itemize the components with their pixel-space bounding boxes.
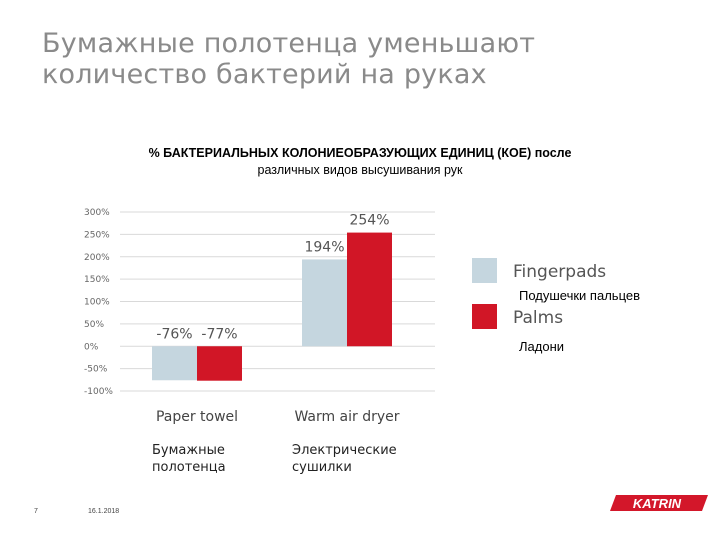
category-ru-line-1: Электрические [292, 443, 397, 458]
katrin-logo: KATRIN [610, 495, 708, 511]
y-tick-label: 50% [84, 320, 104, 330]
data-label: 254% [349, 213, 389, 229]
category-label: Paper towel [156, 409, 238, 425]
slide-title-line-2: количество бактерий на руках [42, 59, 487, 90]
chart-title: % БАКТЕРИАЛЬНЫХ КОЛОНИЕОБРАЗУЮЩИХ ЕДИНИЦ… [100, 145, 620, 179]
logo-text: KATRIN [633, 496, 682, 511]
legend-label-fingerpads-ru: Подушечки пальцев [519, 288, 640, 303]
bar-fingerpads-1 [302, 259, 347, 347]
category-ru-line-2: сушилки [292, 460, 352, 475]
y-tick-label: 150% [84, 275, 110, 285]
bar-palms-0 [197, 346, 242, 381]
slide-title: Бумажные полотенца уменьшают количество … [42, 28, 662, 90]
y-tick-label: 250% [84, 230, 110, 240]
legend-label-palms: Palms [513, 308, 563, 328]
y-tick-label: 200% [84, 253, 110, 263]
legend-label-palms-ru: Ладони [519, 339, 565, 354]
y-tick-label: -100% [84, 387, 113, 397]
legend-swatch-palms [472, 304, 497, 329]
page-number: 7 [34, 508, 38, 515]
data-label: 194% [304, 239, 344, 255]
category-ru-line-1: Бумажные [152, 443, 225, 458]
y-tick-label: 0% [84, 342, 99, 352]
y-tick-label: 300% [84, 208, 110, 218]
category-label-air-dryer-ru: Электрические сушилки [292, 442, 397, 476]
slide-date: 16.1.2018 [88, 508, 120, 515]
bar-fingerpads-0 [152, 346, 197, 381]
y-tick-label: -50% [84, 365, 108, 375]
chart-title-line-1: % БАКТЕРИАЛЬНЫХ КОЛОНИЕОБРАЗУЮЩИХ ЕДИНИЦ… [148, 146, 572, 160]
y-tick-label: 100% [84, 298, 110, 308]
category-label: Warm air dryer [294, 409, 399, 425]
legend-label-fingerpads: Fingerpads [513, 262, 606, 282]
chart-title-line-2: различных видов высушивания рук [257, 163, 463, 177]
category-label-paper-towel-ru: Бумажные полотенца [152, 442, 226, 476]
slide-title-line-1: Бумажные полотенца уменьшают [42, 28, 536, 59]
category-ru-line-2: полотенца [152, 460, 226, 475]
data-label: -77% [201, 326, 237, 342]
legend-swatch-fingerpads [472, 258, 497, 283]
data-label: -76% [156, 326, 192, 342]
bar-palms-1 [347, 232, 392, 347]
